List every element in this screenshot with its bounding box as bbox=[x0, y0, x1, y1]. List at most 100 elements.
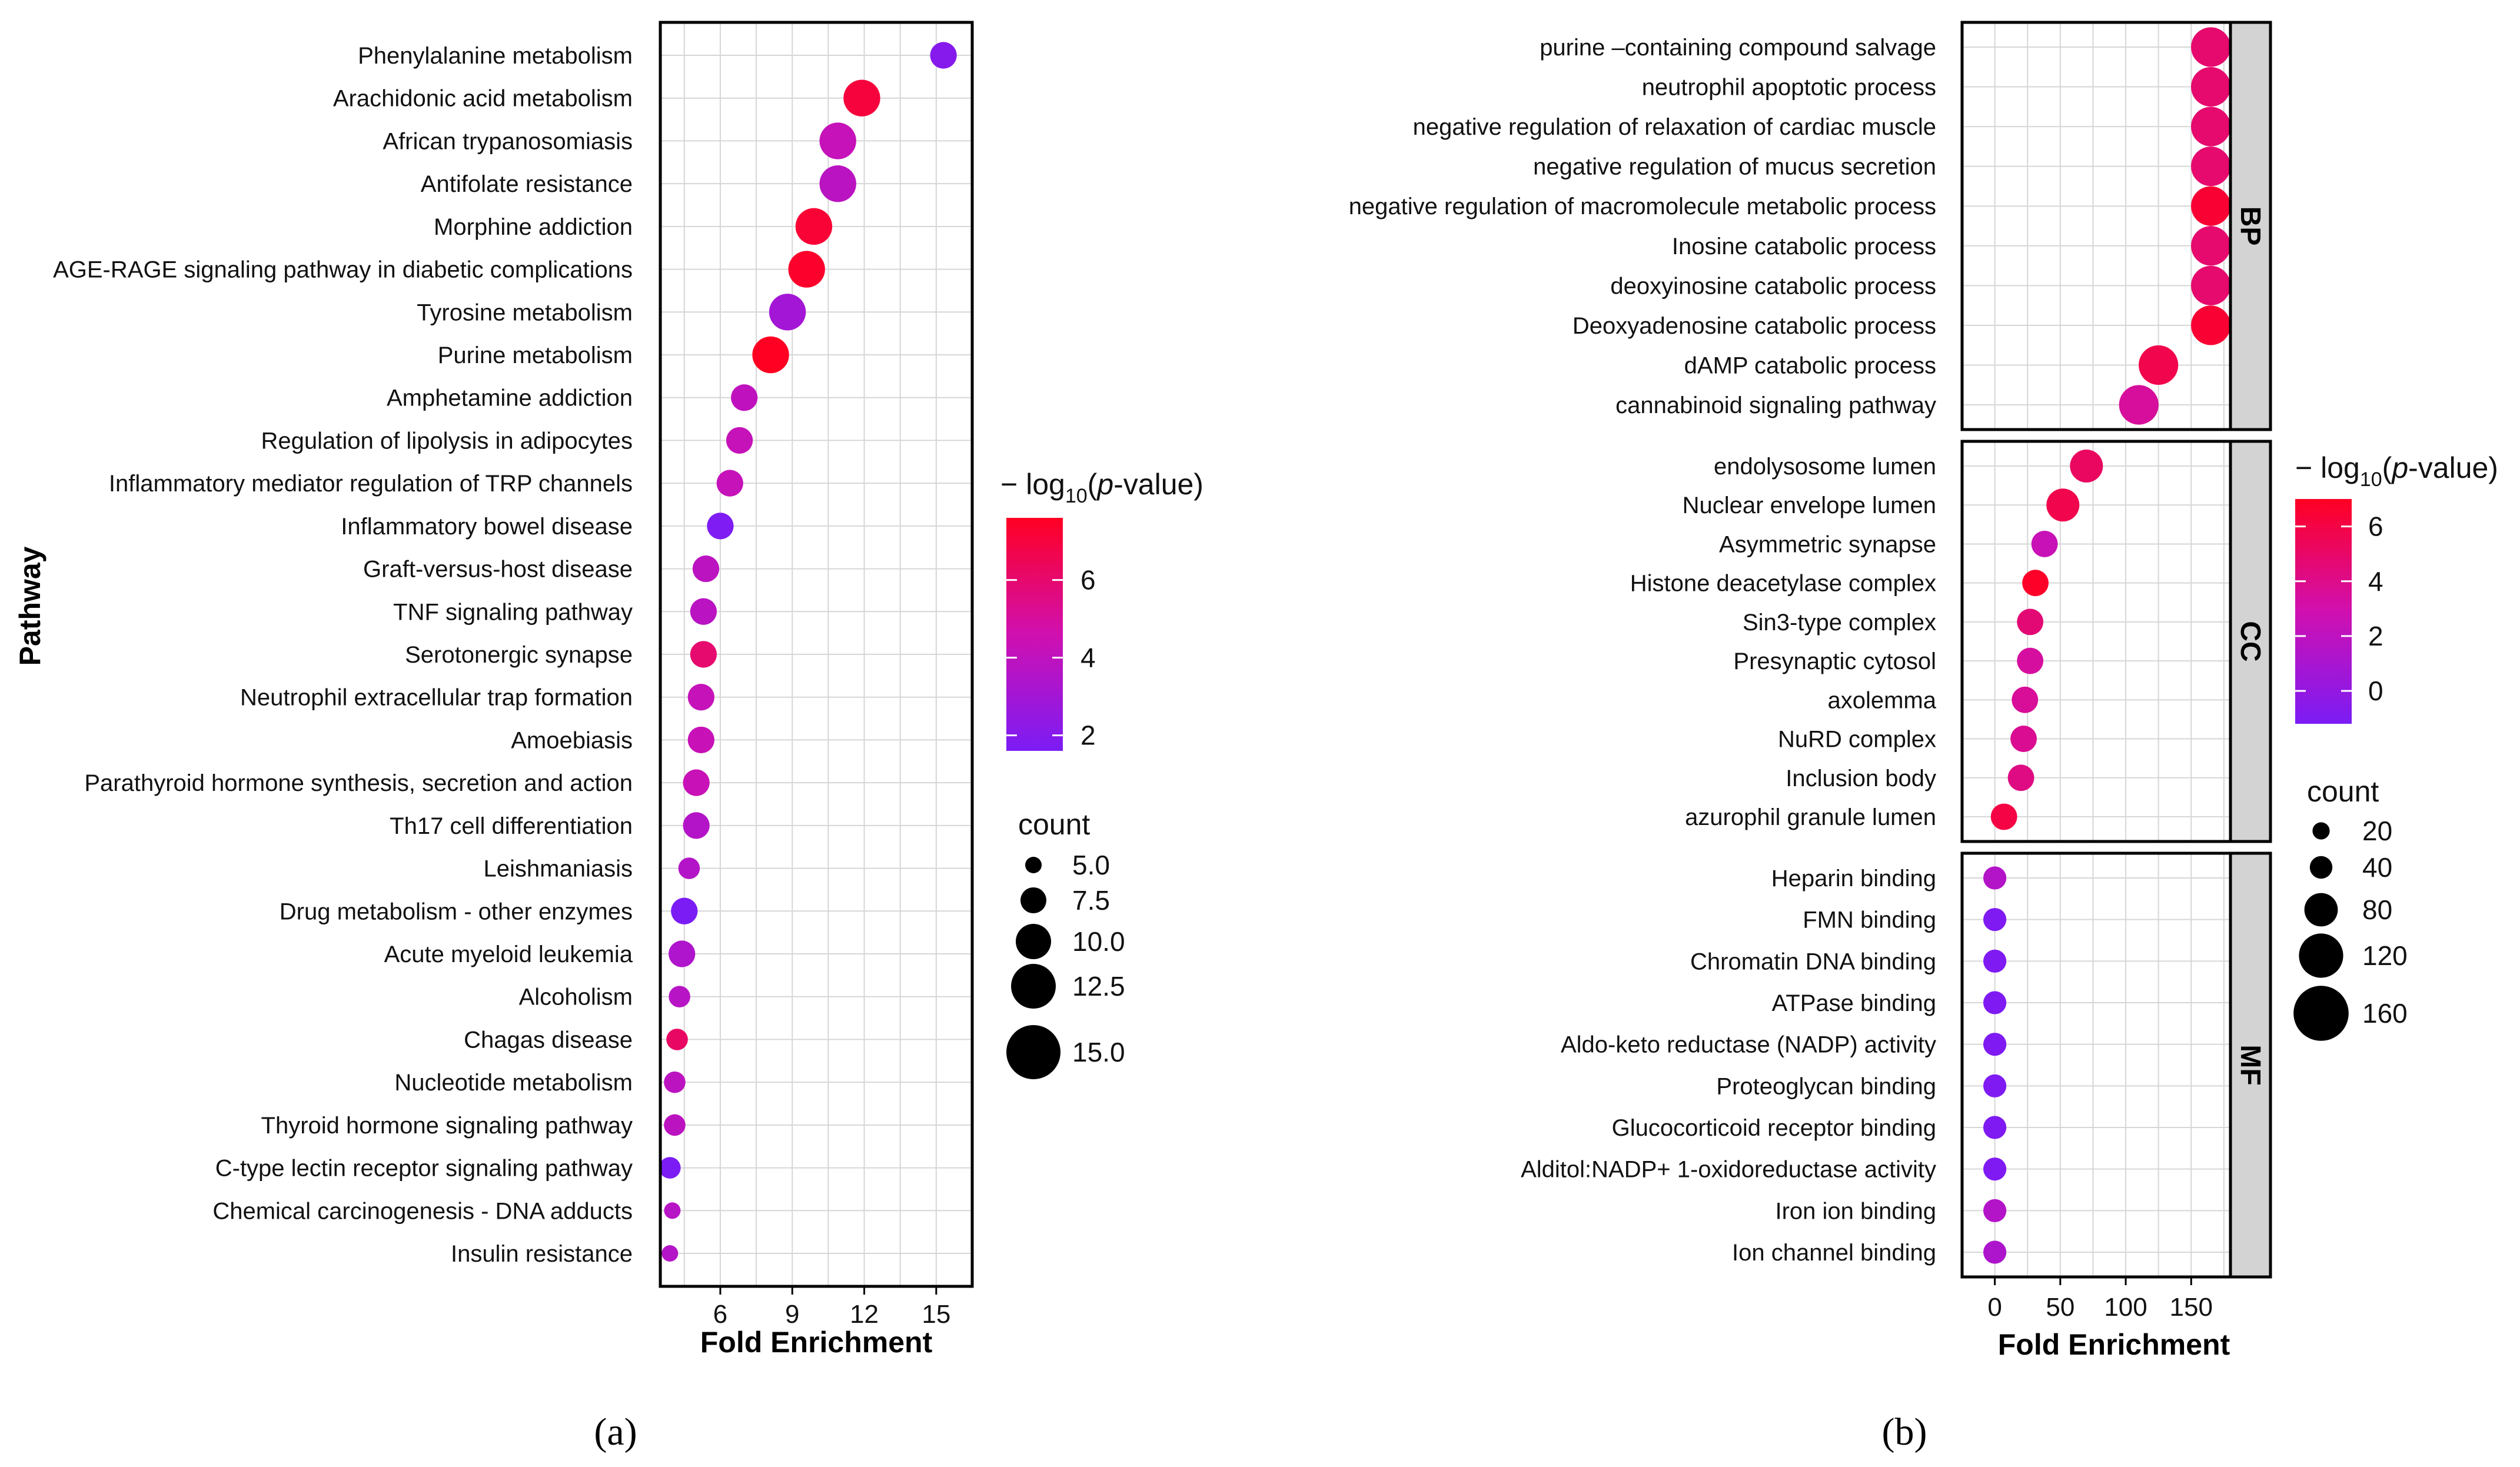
panel-a-color-tick-label: 4 bbox=[1081, 643, 1096, 673]
panel-b-category-label: dAMP catabolic process bbox=[1684, 352, 1936, 378]
panel-a-color-bar bbox=[1006, 518, 1063, 751]
panel-a-category-label: Alcoholism bbox=[519, 984, 633, 1010]
panel-a-size-label: 7.5 bbox=[1072, 885, 1110, 916]
panel-b-color-tick-label: 2 bbox=[2368, 621, 2383, 651]
panel-a-point bbox=[683, 769, 710, 796]
panel-a-category-labels: Phenylalanine metabolism Arachidonic acid… bbox=[53, 43, 633, 1267]
panel-b-point bbox=[2031, 531, 2058, 557]
panel-b-point bbox=[2191, 107, 2231, 147]
panel-a-point bbox=[716, 470, 743, 497]
panel-a-category-label: Leishmaniasis bbox=[484, 856, 633, 882]
panel-b-point bbox=[1983, 1074, 2007, 1097]
panel-b-size-label: 160 bbox=[2362, 998, 2408, 1029]
panel-a-category-label: Acute myeloid leukemia bbox=[384, 942, 633, 967]
panel-a-category-label: Th17 cell differentiation bbox=[390, 813, 633, 839]
panel-b-point bbox=[2191, 27, 2231, 67]
panel-a-category-label: Tyrosine metabolism bbox=[417, 300, 633, 325]
panel-b-category-label: Iron ion binding bbox=[1775, 1198, 1936, 1224]
panel-b-facet-strip-label: CC bbox=[2235, 621, 2266, 661]
panel-b-point bbox=[2191, 186, 2231, 226]
panel-a-category-label: Neutrophil extracellular trap formation bbox=[240, 685, 633, 711]
panel-a-category-label: Inflammatory mediator regulation of TRP … bbox=[109, 471, 633, 497]
panel-a-point bbox=[666, 1029, 688, 1050]
panel-b-size-swatch bbox=[2293, 986, 2349, 1041]
panel-b-size-swatch bbox=[2299, 933, 2343, 978]
panel-b-x-axis-title: Fold Enrichment bbox=[1998, 1328, 2230, 1361]
panel-b-point bbox=[1983, 1033, 2007, 1056]
panel-b-grid bbox=[1962, 22, 2230, 1277]
panel-b-point bbox=[2017, 647, 2044, 674]
panel-b-color-bar bbox=[2295, 499, 2352, 724]
panel-b-point bbox=[1983, 991, 2007, 1014]
panel-a-category-label: Parathyroid hormone synthesis, secretion… bbox=[84, 770, 633, 796]
panel-b-point bbox=[2010, 726, 2037, 752]
panel-b-x-tick-label: 0 bbox=[1987, 1293, 2002, 1322]
panel-a-point bbox=[707, 513, 734, 540]
panel-b-category-label: Alditol:NADP+ 1-oxidoreductase activity bbox=[1521, 1157, 1936, 1183]
panel-b-point bbox=[2046, 488, 2080, 522]
panel-b-color-tick-label: 0 bbox=[2368, 676, 2383, 706]
panel-a-point bbox=[664, 1202, 681, 1219]
panel-a-category-label: Antifolate resistance bbox=[421, 171, 633, 197]
panel-b-point bbox=[2119, 385, 2159, 425]
panel-a-point bbox=[671, 897, 698, 924]
panel-a-point bbox=[664, 1114, 686, 1136]
panel-b-size-swatch bbox=[2304, 893, 2338, 927]
panel-b-points bbox=[1983, 27, 2231, 1264]
panel-b-facet-strip-label: BP bbox=[2235, 207, 2266, 246]
panel-b-x-tick-label: 50 bbox=[2046, 1293, 2074, 1322]
panel-b-size-swatch bbox=[2309, 856, 2333, 879]
panel-a-category-label: Insulin resistance bbox=[451, 1241, 633, 1267]
panel-a-color-legend-title: − log10(p-value) bbox=[1000, 468, 1204, 507]
panel-b-size-items: 20 40 80 120 160 bbox=[2293, 816, 2408, 1041]
panel-b-facet-strip bbox=[2229, 851, 2272, 1279]
panel-b-point bbox=[1983, 866, 2007, 890]
panel-a-points bbox=[659, 42, 957, 1262]
panel-b-category-label: Asymmetric synapse bbox=[1719, 531, 1936, 557]
panel-b-category-label: axolemma bbox=[1827, 687, 1936, 713]
panel-b-category-label: Glucocorticoid receptor binding bbox=[1612, 1115, 1936, 1141]
panel-b-category-label: Nuclear envelope lumen bbox=[1683, 493, 1936, 518]
panel-b-facet-strip-label: MF bbox=[2235, 1044, 2266, 1085]
panel-a: Phenylalanine metabolism Arachidonic acid… bbox=[14, 21, 1204, 1359]
panel-a-size-items: 5.0 7.5 10.0 12.5 15.0 bbox=[1006, 850, 1125, 1079]
panel-b-point bbox=[1983, 1199, 2007, 1222]
panel-a-point bbox=[690, 598, 717, 625]
panel-a-category-label: Inflammatory bowel disease bbox=[341, 514, 633, 540]
panel-a-point bbox=[769, 294, 806, 331]
panel-a-size-swatch bbox=[1016, 924, 1051, 959]
panel-b-point bbox=[2070, 450, 2103, 483]
panel-a-point bbox=[726, 427, 753, 454]
panel-b-facet-strip bbox=[2229, 21, 2272, 431]
panel-b-size-legend-title: count bbox=[2307, 775, 2379, 808]
panel-a-category-label: Drug metabolism - other enzymes bbox=[280, 899, 633, 924]
panel-a-x-tick-label: 6 bbox=[713, 1300, 727, 1329]
panel-b-facet-frames: BP CC MF bbox=[1960, 21, 2272, 1279]
panel-b-point bbox=[2191, 226, 2231, 266]
panel-a-point bbox=[731, 384, 758, 411]
panel-b-size-legend: count 20 40 80 120 160 bbox=[2293, 775, 2408, 1041]
panel-a-category-label: Regulation of lipolysis in adipocytes bbox=[261, 428, 633, 454]
panel-b-facet-frame bbox=[1960, 440, 2232, 843]
panel-b-category-label: Presynaptic cytosol bbox=[1733, 648, 1936, 674]
panel-a-category-label: Nucleotide metabolism bbox=[394, 1070, 633, 1096]
panel-b-category-label: purine –containing compound salvage bbox=[1540, 35, 1936, 61]
panel-a-category-label: Chagas disease bbox=[464, 1027, 633, 1053]
panel-b-size-label: 20 bbox=[2362, 816, 2392, 846]
panel-b-category-label: deoxyinosine catabolic process bbox=[1610, 273, 1936, 299]
panel-a-category-label: AGE-RAGE signaling pathway in diabetic c… bbox=[53, 257, 633, 283]
panel-b-category-label: negative regulation of mucus secretion bbox=[1533, 154, 1936, 180]
panel-b-category-label: ATPase binding bbox=[1772, 990, 1936, 1016]
panel-b-category-label: FMN binding bbox=[1803, 907, 1936, 933]
panel-a-color-ticks: 6 4 2 bbox=[1006, 565, 1096, 751]
panel-a-x-ticks: 6 9 12 15 bbox=[713, 1286, 950, 1329]
panel-a-point bbox=[678, 857, 700, 879]
panel-b-point bbox=[2022, 570, 2049, 597]
panel-a-category-label: Amoebiasis bbox=[511, 727, 633, 753]
panel-b-category-label: Inclusion body bbox=[1786, 766, 1936, 791]
panel-b-color-ticks: 6 4 2 0 bbox=[2295, 511, 2383, 706]
panel-a-size-label: 5.0 bbox=[1072, 850, 1110, 880]
panel-a-tag: (a) bbox=[594, 1411, 637, 1453]
panel-b-point bbox=[2191, 265, 2231, 305]
